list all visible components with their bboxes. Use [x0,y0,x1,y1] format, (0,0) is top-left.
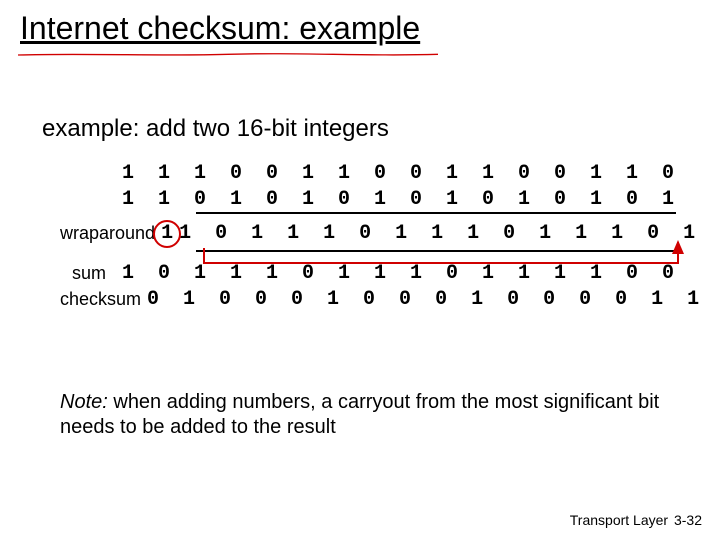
calculation-block: 1 1 1 0 0 1 1 0 0 1 1 0 0 1 1 0 1 1 0 1 … [60,160,680,312]
title-red-underline [18,53,438,57]
carry-bit-cell: 1 [161,222,179,245]
operand-b-row: 1 1 0 1 0 1 0 1 0 1 0 1 0 1 0 1 [60,186,680,212]
note-text: Note: when adding numbers, a carryout fr… [60,390,660,440]
checksum-bits: 0 1 0 0 0 1 0 0 0 1 0 0 0 0 1 1 [147,288,705,311]
subtitle: example: add two 16-bit integers [42,115,389,143]
footer-page: 3-32 [674,512,702,528]
note-body: when adding numbers, a carryout from the… [60,391,659,438]
footer: Transport Layer 3-32 [570,512,702,528]
wraparound-row: wraparound 1 1 0 1 1 1 0 1 1 1 0 1 1 1 0… [60,220,680,246]
checksum-row: checksum 0 1 0 0 0 1 0 0 0 1 0 0 0 0 1 1 [60,286,680,312]
carry-bit: 1 [161,222,179,245]
footer-label: Transport Layer [570,512,668,528]
checksum-label: checksum [60,289,147,310]
sum-row: sum 1 0 1 1 1 0 1 1 1 0 1 1 1 1 0 0 [60,260,680,286]
page-title: Internet checksum: example [20,10,420,47]
wraparound-label: wraparound [60,223,161,244]
note-label: Note: [60,391,108,413]
sum-bits: 1 0 1 1 1 0 1 1 1 0 1 1 1 1 0 0 [122,262,680,285]
operand-a-bits: 1 1 1 0 0 1 1 0 0 1 1 0 0 1 1 0 [122,162,680,185]
operand-a-row: 1 1 1 0 0 1 1 0 0 1 1 0 0 1 1 0 [60,160,680,186]
wraparound-bits: 1 0 1 1 1 0 1 1 1 0 1 1 1 0 1 1 [179,222,720,245]
sum-label: sum [60,263,112,284]
operand-b-bits: 1 1 0 1 0 1 0 1 0 1 0 1 0 1 0 1 [122,188,680,211]
